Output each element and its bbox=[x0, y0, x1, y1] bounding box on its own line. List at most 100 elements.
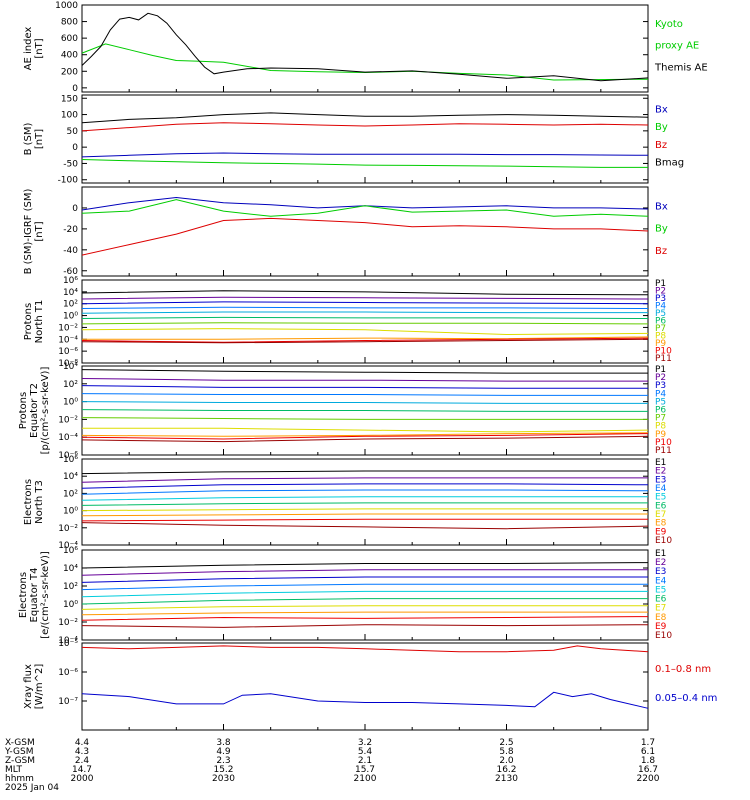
y-axis-label: B (SM)-IGRF (SM) bbox=[23, 189, 34, 275]
panel-2-frame bbox=[81, 94, 649, 184]
legend-label: proxy AE bbox=[655, 41, 699, 52]
series-line-e1 bbox=[81, 562, 649, 569]
legend-label: E8 bbox=[655, 613, 667, 623]
legend-label: Bz bbox=[655, 246, 667, 257]
legend-label: E4 bbox=[655, 576, 667, 586]
ephemeris-value: 2100 bbox=[354, 774, 377, 784]
legend-label: 0.05–0.4 nm bbox=[655, 693, 717, 704]
ephemeris-value: 2200 bbox=[637, 774, 660, 784]
y-axis-label: [W/m^2] bbox=[34, 664, 45, 710]
legend-label: E5 bbox=[655, 493, 666, 503]
y-tick-label: 150 bbox=[61, 94, 78, 104]
series-line-by bbox=[81, 199, 649, 217]
ephemeris-date: 2025 Jan 04 bbox=[5, 783, 59, 793]
series-line-by bbox=[81, 159, 648, 168]
ephemeris-value: 15.2 bbox=[213, 765, 233, 775]
y-tick-label: 1000 bbox=[55, 1, 78, 11]
y-tick-label: 10⁻² bbox=[58, 618, 78, 628]
legend-label: P6 bbox=[655, 406, 666, 416]
ephemeris-value: 16.7 bbox=[638, 765, 658, 775]
y-axis-label: North T3 bbox=[34, 480, 45, 524]
series-line-e6 bbox=[81, 598, 648, 605]
ephemeris-row-label: MLT bbox=[5, 765, 23, 775]
y-axis-label: [nT] bbox=[34, 38, 45, 58]
legend-label: P5 bbox=[655, 309, 666, 319]
y-tick-label: 10⁻⁴ bbox=[58, 541, 78, 551]
y-tick-label: -40 bbox=[63, 246, 78, 256]
series-line-p6 bbox=[81, 316, 649, 319]
series-line-p9 bbox=[82, 336, 649, 340]
series-line-0-1-0-8-nm bbox=[81, 645, 649, 653]
ephemeris-value: 4.4 bbox=[75, 738, 90, 748]
legend-label: Bz bbox=[655, 140, 667, 151]
panel-8-frame bbox=[81, 642, 649, 731]
legend-label: P10 bbox=[655, 438, 672, 448]
legend-label: E6 bbox=[655, 501, 667, 511]
series-line-bmag bbox=[81, 112, 649, 124]
y-tick-label: -20 bbox=[63, 225, 78, 235]
y-axis-label: Protons bbox=[23, 303, 34, 340]
y-tick-label: 10⁻⁴ bbox=[58, 335, 78, 345]
legend-label: By bbox=[655, 122, 668, 133]
series-line-p11 bbox=[81, 338, 649, 344]
series-line-e8 bbox=[81, 611, 648, 616]
legend-label: E2 bbox=[655, 467, 666, 477]
ephemeris-value: 2030 bbox=[212, 774, 235, 784]
series-line-bx bbox=[81, 152, 649, 158]
y-tick-label: 400 bbox=[61, 51, 78, 61]
y-tick-label: 10⁻⁶ bbox=[58, 451, 78, 461]
y-axis-label: Electrons bbox=[23, 479, 34, 525]
legend-label: P2 bbox=[655, 373, 666, 383]
series-line-p4 bbox=[81, 306, 649, 309]
legend-label: E9 bbox=[655, 527, 667, 537]
y-tick-label: 10⁰ bbox=[63, 507, 78, 517]
legend-label: P11 bbox=[655, 354, 672, 364]
y-tick-label: 10⁰ bbox=[63, 600, 78, 610]
y-tick-label: 10⁴ bbox=[63, 362, 78, 372]
legend-label: Themis AE bbox=[654, 62, 708, 73]
y-tick-label: 10² bbox=[63, 380, 78, 390]
legend-label: E9 bbox=[655, 622, 667, 632]
y-axis-label: [nT] bbox=[34, 221, 45, 241]
y-axis-label: B (SM) bbox=[23, 122, 34, 155]
legend-label: P4 bbox=[655, 302, 666, 312]
y-tick-label: 10⁻⁵ bbox=[58, 639, 78, 649]
panel-1-frame bbox=[81, 4, 649, 93]
legend-label: P8 bbox=[655, 332, 666, 342]
y-tick-label: 10⁻⁴ bbox=[58, 636, 78, 646]
y-axis-label: North T1 bbox=[34, 300, 45, 344]
y-tick-label: -50 bbox=[63, 159, 78, 169]
y-tick-label: 10⁴ bbox=[63, 472, 78, 482]
legend-label: E6 bbox=[655, 595, 667, 605]
ephemeris-row-label: X-GSM bbox=[5, 738, 35, 748]
y-axis-label: Protons bbox=[18, 392, 29, 429]
ephemeris-value: 14.7 bbox=[72, 765, 92, 775]
series-line-bx bbox=[81, 196, 649, 211]
series-line-p4 bbox=[81, 393, 648, 396]
legend-label: Bx bbox=[655, 105, 668, 116]
series-line-e7 bbox=[81, 508, 648, 512]
legend-label: Bx bbox=[655, 201, 668, 212]
ephemeris-value: 2.1 bbox=[358, 756, 372, 766]
series-line-p9 bbox=[81, 432, 649, 437]
y-tick-label: 50 bbox=[67, 127, 79, 137]
y-tick-label: 10⁰ bbox=[63, 312, 78, 322]
ephemeris-value: 6.1 bbox=[641, 747, 655, 757]
legend-label: 0.1–0.8 nm bbox=[655, 664, 711, 675]
y-tick-label: 10⁻⁷ bbox=[58, 697, 78, 707]
legend-label: P2 bbox=[655, 287, 666, 297]
ephemeris-value: 2130 bbox=[495, 774, 518, 784]
series-line-p5 bbox=[81, 401, 648, 404]
y-tick-label: 10⁻² bbox=[58, 323, 78, 333]
legend-label: P5 bbox=[655, 397, 666, 407]
y-tick-label: 10⁻⁶ bbox=[58, 668, 78, 678]
legend-label: E3 bbox=[655, 475, 666, 485]
legend-label: E10 bbox=[655, 631, 672, 641]
series-line-themis-ae bbox=[81, 12, 649, 82]
y-tick-label: 10² bbox=[63, 582, 78, 592]
y-tick-label: 10⁴ bbox=[63, 288, 78, 298]
ephemeris-value: 1.7 bbox=[641, 738, 655, 748]
legend-label: P4 bbox=[655, 389, 666, 399]
legend-label: P9 bbox=[655, 339, 666, 349]
